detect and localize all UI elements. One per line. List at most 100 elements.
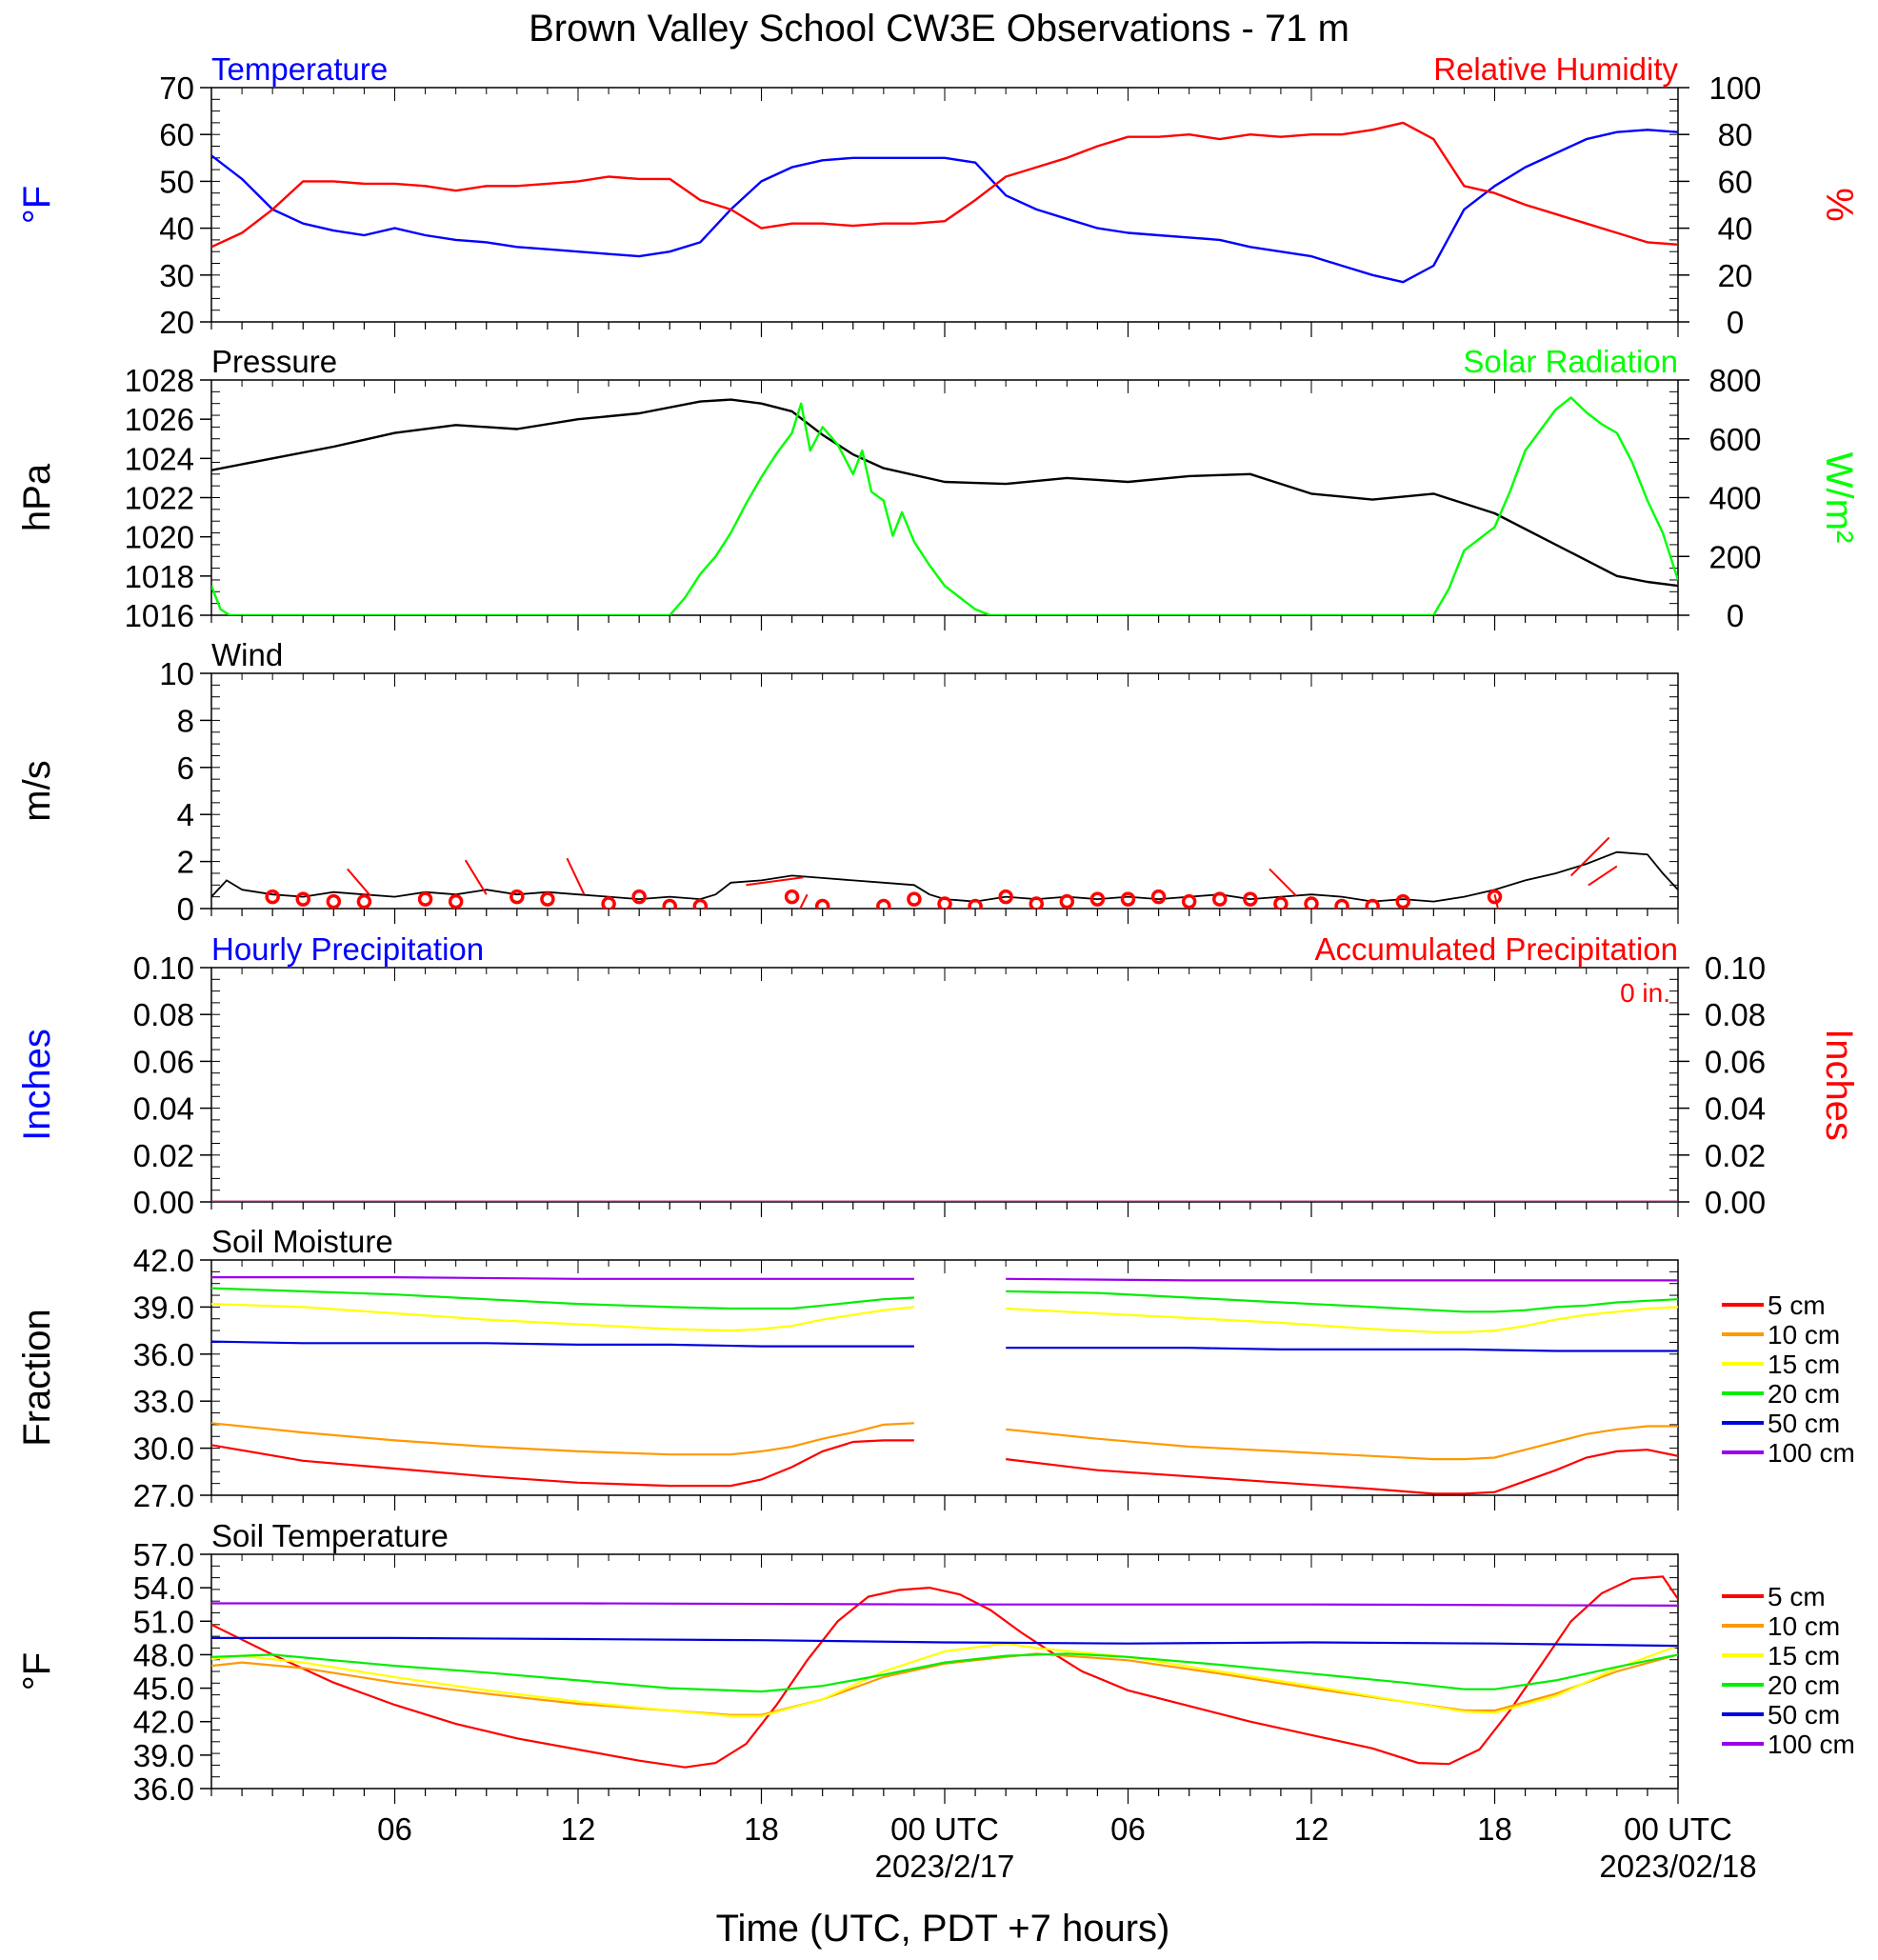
plot-frame (210, 672, 1679, 910)
left-axis-unit: Fraction (16, 1309, 58, 1447)
series-line-5-cm (211, 1575, 1678, 1769)
wind-calm-marker (1089, 891, 1106, 907)
series-group (211, 1276, 1678, 1495)
panel-right-title: Relative Humidity (1433, 51, 1678, 87)
x-tick-label: 00 UTC (890, 1811, 999, 1847)
y-right-tick-label: 800 (1708, 363, 1761, 398)
y-tick-label: 57.0 (133, 1537, 194, 1572)
right-axis-unit: W/m² (1818, 452, 1860, 544)
wind-calm-marker (1212, 891, 1228, 907)
wind-calm-marker (1243, 891, 1258, 907)
right-axis-unit: Inches (1818, 1029, 1860, 1141)
y-tick-label: 39.0 (133, 1738, 194, 1773)
series-line-10-cm (211, 1652, 1678, 1716)
wind-calm-marker (968, 898, 983, 909)
series-line-wind-speed (211, 850, 1678, 903)
y-tick-label: 0.08 (133, 997, 194, 1032)
x-date-label: 2023/2/17 (875, 1849, 1015, 1884)
wind-calm-marker (876, 898, 891, 909)
y-tick-label: 51.0 (133, 1604, 194, 1639)
y-tick-label: 60 (159, 117, 194, 152)
panel-right-title: Solar Radiation (1463, 344, 1678, 379)
wind-calm-marker (540, 891, 555, 907)
series-line-50-cm (211, 1340, 1678, 1352)
panel-wind: 10 8 6 4 2 0 Wind m/s (16, 637, 1679, 927)
y-right-tick-label: 40 (1718, 211, 1753, 247)
y-right-tick-label: 0 (1727, 305, 1744, 340)
legend-label: 10 cm (1768, 1611, 1840, 1641)
panel-pressure_solar: 1028 1026 1024 1022 1020 1018 1016 800 600 400 200… (16, 344, 1860, 633)
panel-title: Wind (211, 637, 283, 672)
panel-title: Temperature (211, 51, 388, 87)
series-group (211, 836, 1678, 909)
y-tick-label: 54.0 (133, 1570, 194, 1606)
series-line-100-cm (211, 1276, 1678, 1282)
x-tick-label: 06 (377, 1811, 412, 1847)
series-line-50-cm (211, 1636, 1678, 1648)
y-tick-label: 8 (177, 703, 194, 738)
y-right-tick-label: 400 (1708, 481, 1761, 516)
left-axis-unit: m/s (16, 760, 58, 821)
legend-label: 5 cm (1768, 1582, 1826, 1611)
y-right-tick-label: 0.02 (1705, 1138, 1766, 1173)
y-right-tick-label: 200 (1708, 539, 1761, 574)
y-right-tick-label: 60 (1718, 164, 1753, 199)
y-tick-label: 1016 (125, 598, 194, 633)
wind-calm-marker (1120, 891, 1136, 907)
x-date-label: 2023/02/18 (1599, 1849, 1756, 1884)
wind-calm-marker (356, 893, 372, 909)
wind-calm-marker (1029, 896, 1044, 909)
y-tick-label: 42.0 (133, 1705, 194, 1740)
wind-barb (746, 876, 804, 887)
wind-calm-marker (1150, 889, 1167, 905)
wind-barb (1493, 893, 1499, 909)
y-tick-label: 39.0 (133, 1290, 194, 1325)
wind-calm-marker (448, 893, 464, 909)
series-line-15-cm (211, 1642, 1678, 1717)
series-line-relative-humidity (211, 121, 1678, 249)
panel-soil_temp: 57.054.051.048.045.042.039.036.0 Soil Tem… (16, 1518, 1855, 1807)
y-tick-label: 0.10 (133, 950, 194, 986)
wind-calm-marker (1181, 893, 1197, 909)
series-line-15-cm (211, 1303, 1678, 1333)
series-line-temperature (211, 129, 1678, 284)
y-tick-label: 30.0 (133, 1431, 194, 1467)
wind-calm-marker (937, 896, 952, 909)
y-right-tick-label: 0.10 (1705, 950, 1766, 986)
wind-calm-marker (662, 898, 677, 909)
plot-frame (210, 1553, 1679, 1790)
y-right-tick-label: 0.08 (1705, 997, 1766, 1032)
y-tick-label: 36.0 (133, 1337, 194, 1372)
y-tick-label: 20 (159, 305, 194, 340)
wind-calm-marker (1365, 898, 1380, 909)
y-tick-label: 10 (159, 656, 194, 691)
y-tick-label: 42.0 (133, 1243, 194, 1278)
wind-calm-marker (1487, 889, 1503, 905)
wind-calm-marker (907, 891, 922, 907)
wind-barb (1588, 865, 1618, 887)
wind-barb (566, 857, 586, 895)
y-right-tick-label: 0.04 (1705, 1091, 1766, 1127)
y-right-tick-label: 600 (1708, 422, 1761, 457)
y-tick-label: 2 (177, 845, 194, 880)
left-axis-unit: hPa (16, 463, 58, 531)
panel-temp_rh: 70 60 50 40 30 20 100 80 60 40 20 0 Temperature Relat… (16, 51, 1860, 340)
panel-title: Soil Moisture (211, 1224, 393, 1259)
plot-frame (210, 87, 1679, 323)
wind-calm-marker (1334, 898, 1349, 909)
left-axis-unit: °F (16, 1652, 58, 1690)
panel-title: Pressure (211, 344, 337, 379)
wind-calm-marker (1395, 893, 1410, 909)
y-right-tick-label: 20 (1718, 258, 1753, 293)
legend-label: 15 cm (1768, 1641, 1840, 1670)
series-line-20-cm (211, 1287, 1678, 1313)
panel-precip: 0.10 0.08 0.06 0.04 0.02 0.00 0.10 0.08 0.06 0.04… (16, 931, 1860, 1220)
y-tick-label: 36.0 (133, 1771, 194, 1807)
left-axis-unit: Inches (16, 1029, 58, 1141)
panel-title: Hourly Precipitation (211, 931, 484, 967)
legend-label: 20 cm (1768, 1379, 1840, 1409)
wind-barb (799, 893, 809, 909)
right-axis-unit: % (1818, 188, 1860, 222)
y-tick-label: 1028 (125, 363, 194, 398)
